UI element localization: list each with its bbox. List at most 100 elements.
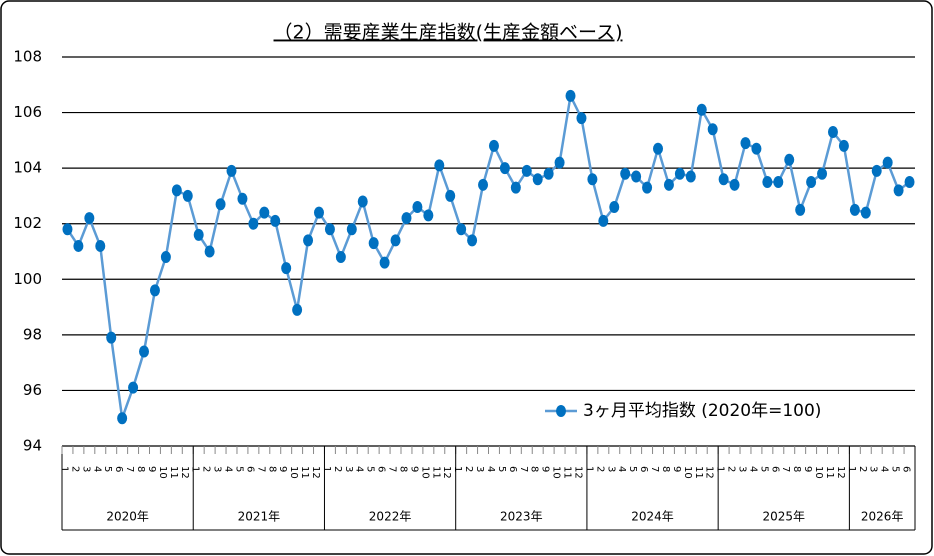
x-tick-label: 1 [452, 466, 463, 472]
data-point [707, 123, 718, 136]
x-tick-label: 8 [266, 466, 277, 472]
y-tick-label: 100 [13, 270, 42, 288]
data-point [576, 112, 587, 125]
x-tick-label: 6 [638, 466, 649, 472]
x-tick-label: 4 [91, 466, 102, 472]
data-point [488, 139, 499, 152]
data-point [499, 162, 510, 175]
data-point [226, 164, 237, 177]
x-tick-label: 8 [135, 466, 146, 472]
x-tick-label: 3 [212, 466, 223, 472]
legend-label: 3ヶ月平均指数 (2020年=100) [583, 401, 821, 421]
y-tick-label: 98 [23, 325, 42, 343]
data-point [204, 245, 215, 258]
chart-title: （2）需要産業生産指数(生産金額ベース) [274, 22, 623, 44]
x-tick-label: 8 [791, 466, 802, 472]
data-point [379, 256, 390, 269]
data-point [106, 331, 117, 344]
data-point [740, 137, 751, 150]
y-tick-label: 96 [23, 381, 42, 399]
x-tick-label: 5 [627, 466, 638, 472]
x-tick-label: 9 [671, 466, 682, 472]
year-label: 2022年 [369, 510, 412, 524]
x-tick-label: 8 [660, 466, 671, 472]
data-point [171, 184, 182, 197]
data-point [718, 173, 729, 186]
data-point [182, 189, 193, 202]
data-point [773, 176, 784, 189]
x-tick-label: 11 [168, 466, 179, 479]
year-label: 2021年 [238, 510, 281, 524]
data-point [193, 228, 204, 241]
x-tick-label: 7 [780, 466, 791, 472]
x-tick-label: 7 [518, 466, 529, 472]
x-tick-label: 4 [223, 466, 234, 472]
x-tick-label: 7 [649, 466, 660, 472]
data-point [281, 262, 292, 275]
legend-marker [556, 405, 566, 417]
data-point [401, 212, 412, 225]
data-point [390, 234, 401, 247]
x-tick-label: 5 [496, 466, 507, 472]
x-tick-label: 12 [310, 466, 321, 479]
x-tick-label: 12 [179, 466, 190, 479]
y-tick-label: 106 [13, 103, 42, 121]
x-tick-label: 11 [824, 466, 835, 479]
x-tick-label: 11 [562, 466, 573, 479]
data-point [685, 170, 696, 183]
x-tick-label: 10 [157, 466, 168, 479]
data-point [893, 184, 904, 197]
x-tick-label: 7 [255, 466, 266, 472]
x-tick-label: 11 [299, 466, 310, 479]
x-tick-label: 1 [190, 466, 201, 472]
data-point [445, 189, 456, 202]
x-tick-label: 4 [747, 466, 758, 472]
data-point [696, 103, 707, 116]
data-point [784, 153, 795, 166]
x-tick-label: 2 [857, 466, 868, 472]
x-tick-label: 9 [408, 466, 419, 472]
data-point [160, 251, 171, 264]
x-tick-label: 5 [233, 466, 244, 472]
x-tick-label: 10 [419, 466, 430, 479]
x-tick-label: 10 [551, 466, 562, 479]
data-point [817, 167, 828, 180]
x-tick-label: 4 [879, 466, 890, 472]
x-tick-label: 1 [58, 466, 69, 472]
year-label: 2026年 [861, 510, 904, 524]
x-tick-label: 1 [715, 466, 726, 472]
x-tick-label: 3 [736, 466, 747, 472]
data-point [368, 237, 379, 250]
x-tick-label: 11 [693, 466, 704, 479]
data-point [346, 223, 357, 236]
x-tick-label: 4 [354, 466, 365, 472]
data-point [598, 214, 609, 227]
data-point [62, 223, 73, 236]
data-point [609, 201, 620, 214]
data-point [729, 178, 740, 191]
data-point [259, 206, 270, 219]
data-point [849, 203, 860, 216]
data-point [587, 173, 598, 186]
data-point [95, 239, 106, 252]
x-tick-label: 2 [594, 466, 605, 472]
data-point [139, 345, 150, 358]
x-tick-label: 9 [146, 466, 157, 472]
x-tick-label: 12 [835, 466, 846, 479]
data-point [751, 142, 762, 155]
data-point [532, 173, 543, 186]
y-tick-label: 104 [13, 159, 42, 177]
data-point [248, 217, 259, 230]
data-point [838, 139, 849, 152]
data-point [303, 234, 314, 247]
x-tick-label: 8 [529, 466, 540, 472]
x-tick-label: 7 [387, 466, 398, 472]
data-point [467, 234, 478, 247]
x-tick-label: 5 [890, 466, 901, 472]
x-tick-label: 10 [682, 466, 693, 479]
data-point [642, 181, 653, 194]
data-point [882, 156, 893, 169]
data-point [117, 412, 128, 425]
x-tick-label: 3 [343, 466, 354, 472]
